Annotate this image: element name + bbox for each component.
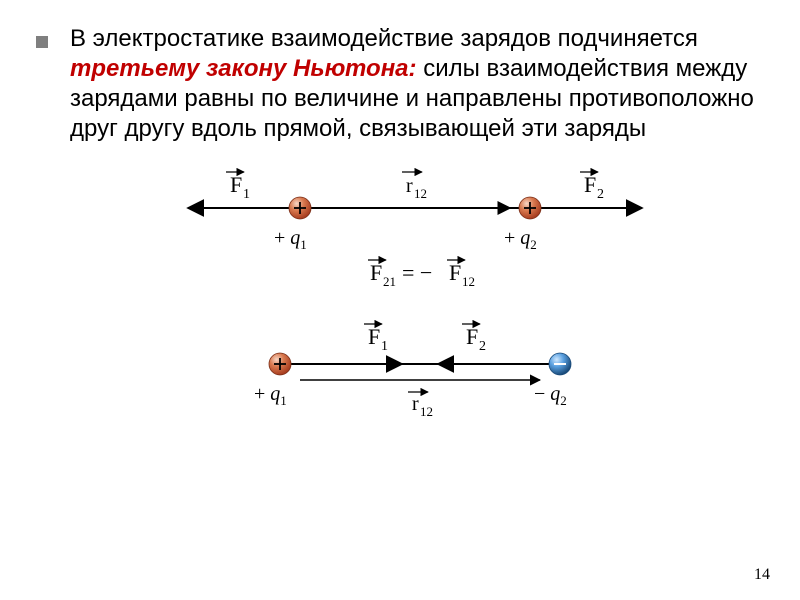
svg-text:1: 1 — [381, 339, 388, 354]
svg-text:F: F — [368, 324, 380, 349]
label-f2: F 2 — [462, 324, 486, 354]
svg-text:F: F — [584, 172, 596, 197]
label-q1: + q1 — [274, 227, 307, 252]
label-f1: F 1 — [226, 172, 250, 202]
label-q1: + q1 — [254, 383, 287, 408]
svg-text:12: 12 — [414, 186, 427, 201]
diagram-repulsion: F 1 F 2 r 12 + q1 + q2 — [170, 162, 660, 286]
svg-text:r: r — [412, 393, 419, 415]
diagram-attraction: F 1 F 2 r 12 + q1 − q2 — [170, 308, 660, 418]
label-q2: + q2 — [504, 227, 537, 252]
charge-q1 — [289, 197, 311, 219]
svg-text:12: 12 — [462, 274, 475, 286]
svg-text:F: F — [449, 260, 461, 285]
svg-text:F: F — [370, 260, 382, 285]
svg-text:r: r — [406, 175, 413, 197]
label-f2: F 2 — [580, 172, 604, 202]
bullet-square — [36, 36, 48, 48]
label-q2: − q2 — [534, 383, 567, 408]
svg-text:F: F — [230, 172, 242, 197]
label-r12: r 12 — [408, 392, 433, 418]
page-number: 14 — [754, 566, 770, 584]
label-r12: r 12 — [402, 172, 427, 201]
svg-text:F: F — [466, 324, 478, 349]
charge-q1 — [269, 353, 291, 375]
text-pre: В электростатике взаимодействие зарядов … — [70, 25, 698, 52]
svg-text:21: 21 — [383, 274, 396, 286]
svg-text:2: 2 — [479, 339, 486, 354]
equation-f21-f12: F 21 = − F 12 — [368, 260, 475, 286]
text-highlight: третьему закону Ньютона: — [70, 55, 417, 82]
svg-text:= −: = − — [402, 260, 432, 285]
charge-q2 — [549, 353, 571, 375]
svg-text:1: 1 — [243, 187, 250, 202]
label-f1: F 1 — [364, 324, 388, 354]
svg-text:12: 12 — [420, 404, 433, 418]
charge-q2 — [519, 197, 541, 219]
main-text: В электростатике взаимодействие зарядов … — [70, 24, 760, 144]
svg-text:2: 2 — [597, 187, 604, 202]
